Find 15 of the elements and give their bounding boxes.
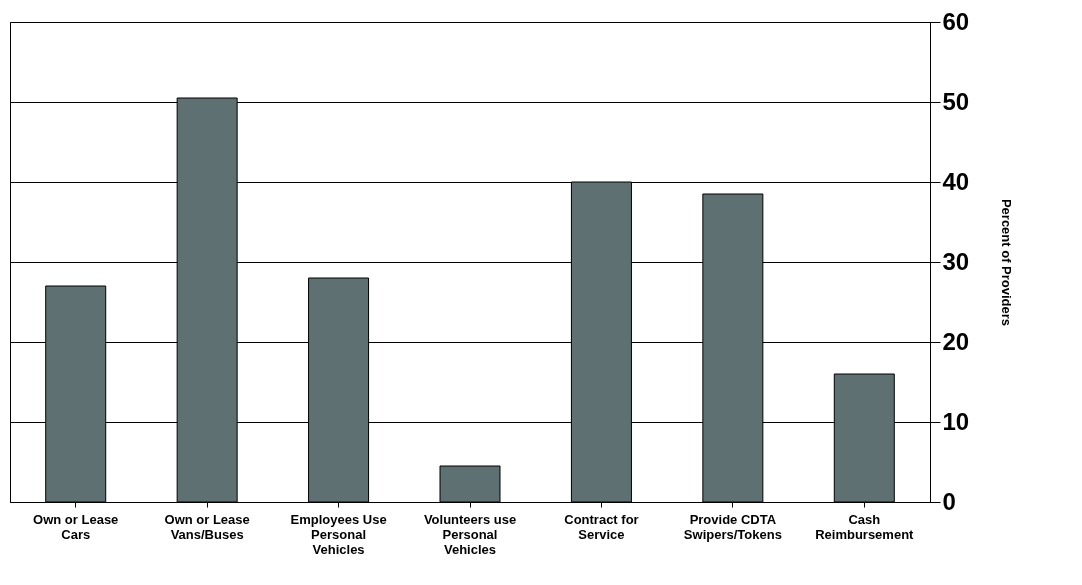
- y-tick-label: 0: [942, 487, 956, 515]
- y-tick-label: 60: [942, 7, 970, 35]
- y-tick-label: 50: [942, 87, 970, 115]
- y-tick-label: 10: [942, 407, 970, 435]
- y-tick-label: 20: [942, 327, 970, 355]
- x-tick-label: Own or Lease Cars: [33, 511, 119, 542]
- x-tick-label: Contract for Service: [564, 511, 639, 542]
- x-tick-label: Employees Use Personal Vehicles: [290, 511, 387, 557]
- x-tick-label: Volunteers use Personal Vehicles: [423, 511, 517, 557]
- y-tick-label: 30: [942, 247, 970, 275]
- y-tick-label: 40: [942, 167, 970, 195]
- x-tick-label: Cash Reimbursement: [815, 511, 915, 542]
- y-axis-title: Percent of Providers: [999, 198, 1015, 327]
- x-tick-label: Provide CDTA Swipers/Tokens: [683, 511, 782, 542]
- x-tick-label: Own or Lease Vans/Buses: [164, 511, 250, 542]
